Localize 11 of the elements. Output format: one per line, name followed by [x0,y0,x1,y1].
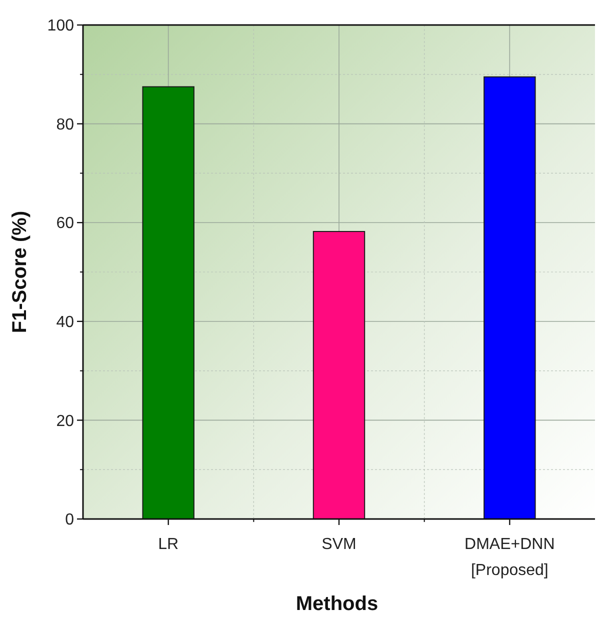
y-tick-label: 60 [56,215,74,232]
y-tick-label: 100 [47,18,74,35]
x-axis-title: Methods [296,593,378,615]
y-tick-label: 40 [56,314,74,331]
y-tick-label: 20 [56,412,74,430]
y-tick-label: 80 [56,116,74,134]
x-tick-label: SVM [322,536,356,553]
y-tick-label: 0 [65,512,74,529]
x-tick-label: DMAE+DNN [Proposed] [464,536,555,579]
x-tick-label: LR [158,536,179,553]
y-axis-title: F1-Score (%) [9,210,31,334]
